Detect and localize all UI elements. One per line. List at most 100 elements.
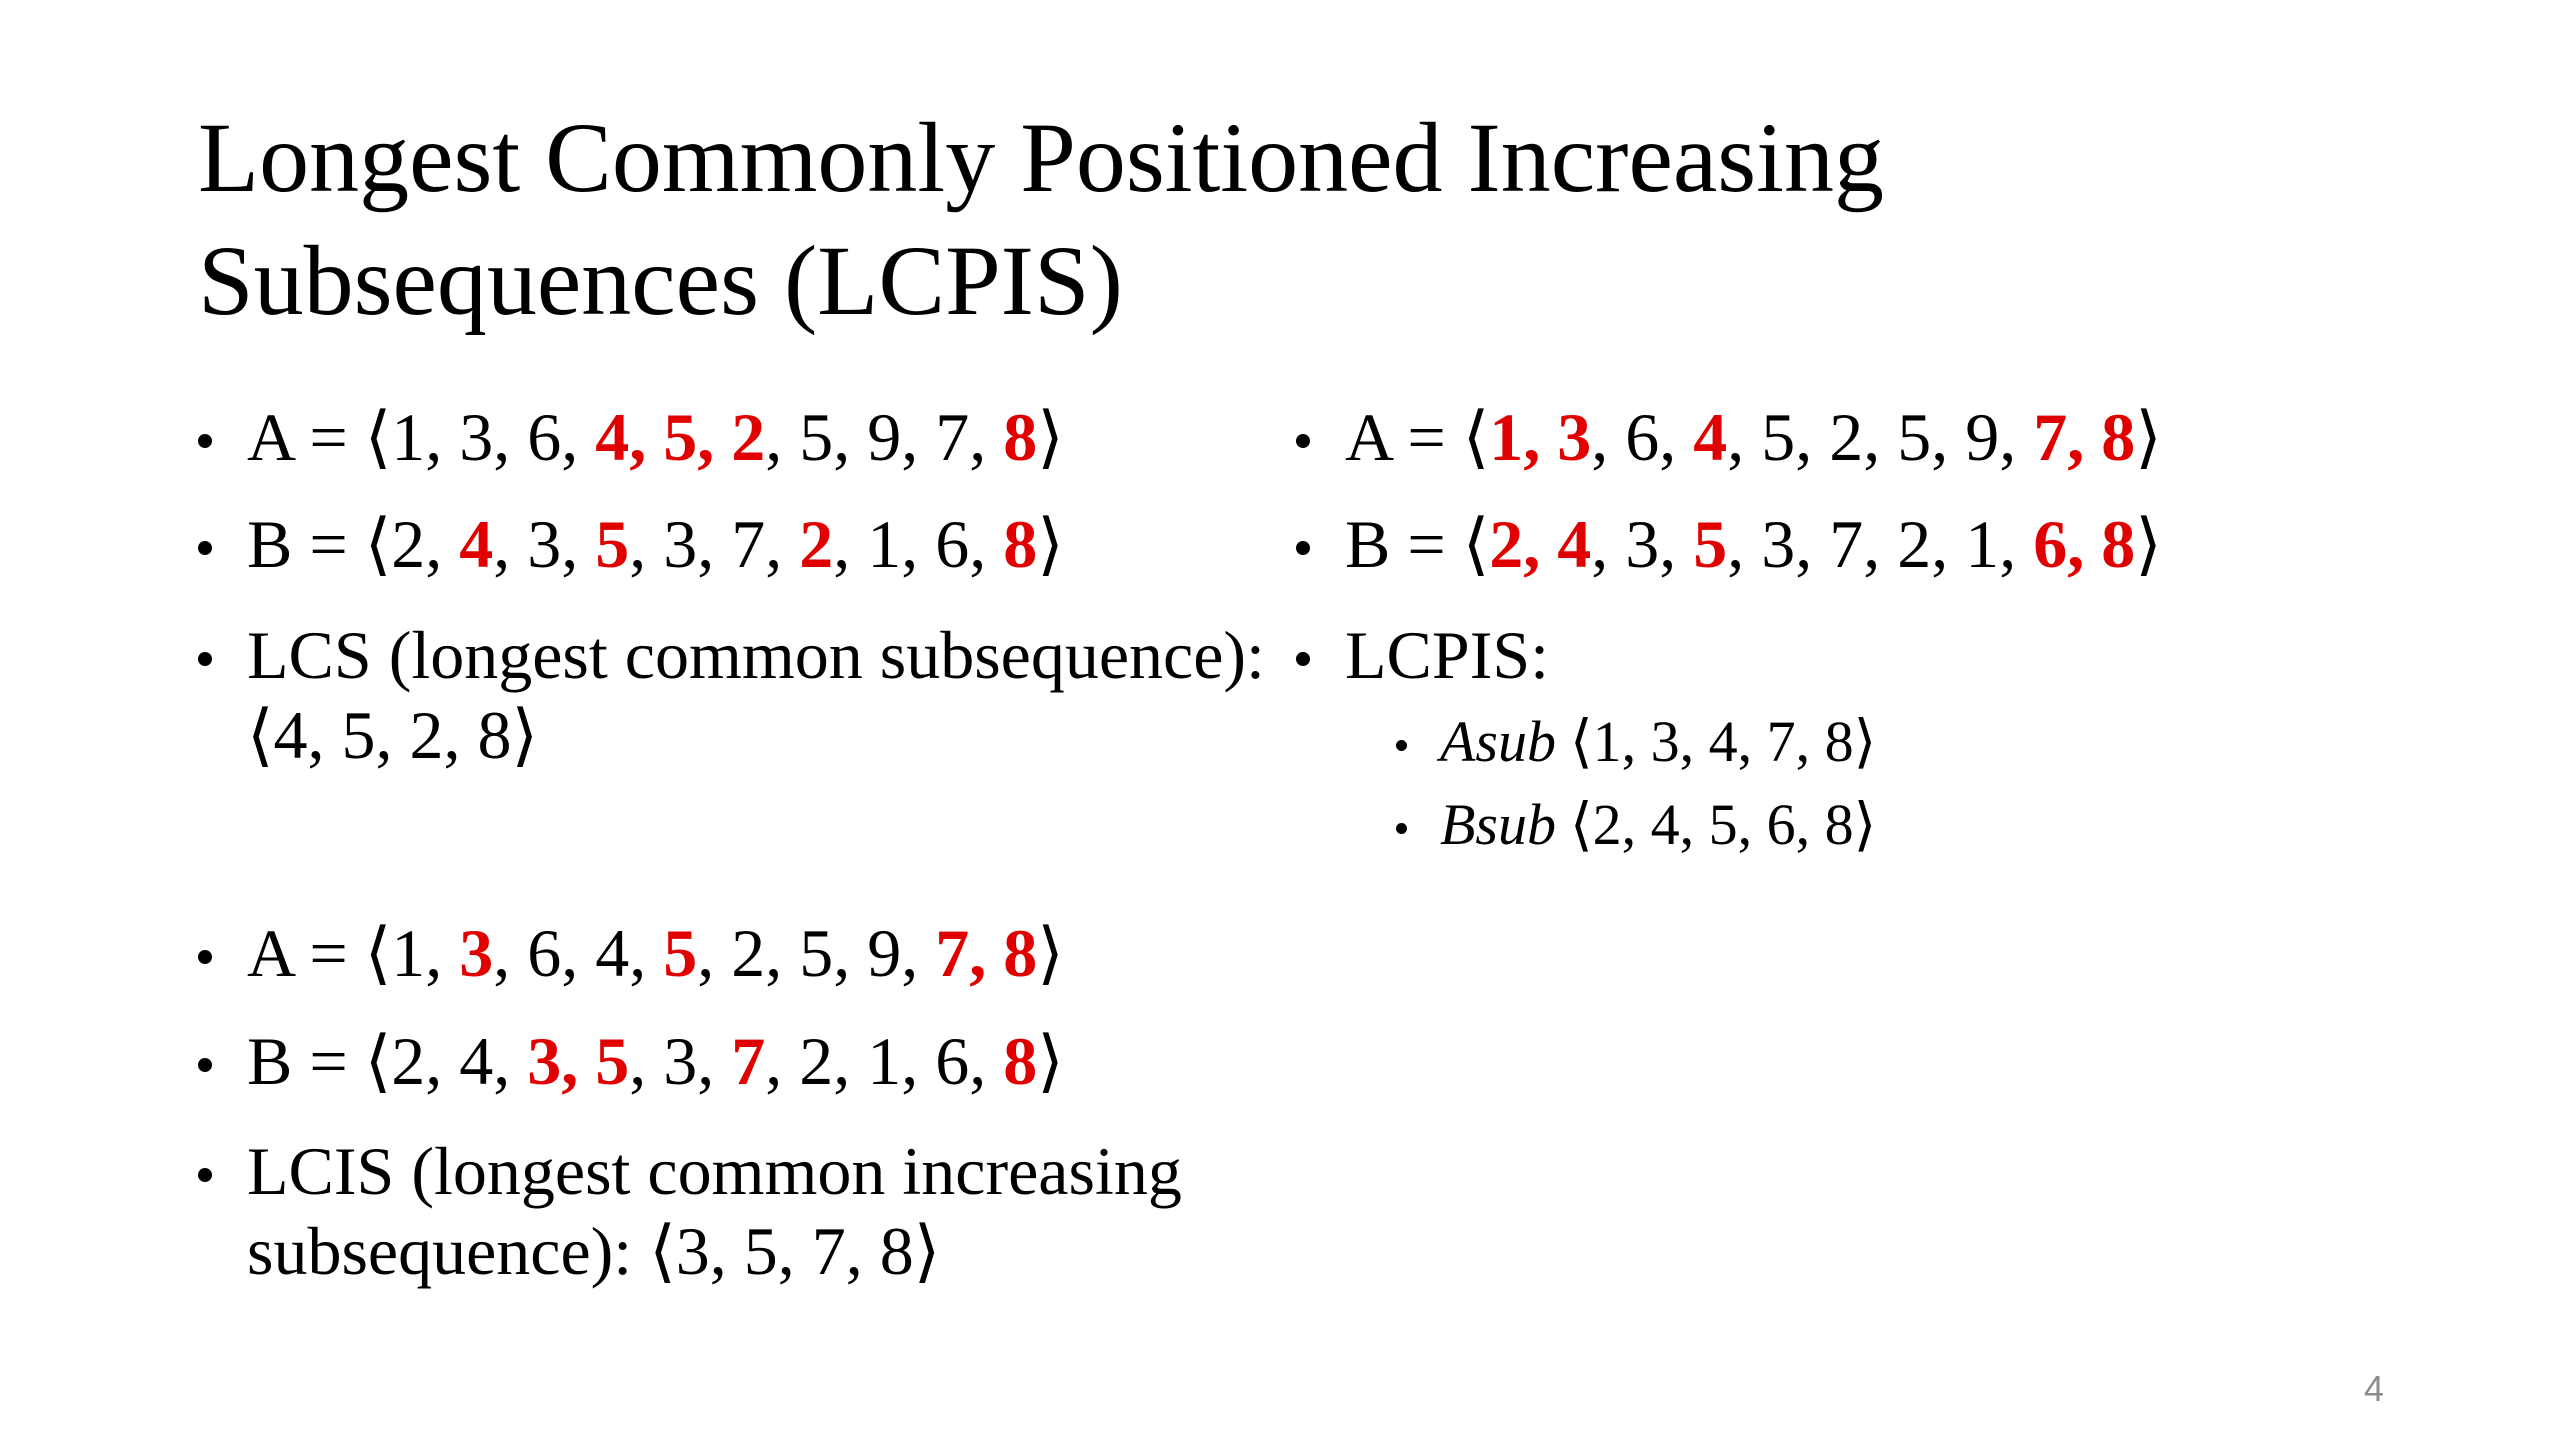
separator: , xyxy=(1591,399,1626,475)
separator: , xyxy=(969,506,1004,582)
sequence-item: 4 xyxy=(1557,506,1592,582)
sequence-item: 9 xyxy=(867,915,902,991)
sequence-suffix: ⟩ xyxy=(2135,399,2162,475)
separator: , xyxy=(561,1023,596,1099)
sequence-item: 7 xyxy=(731,1023,766,1099)
sequence-item: 8 xyxy=(1003,915,1038,991)
slide-title: Longest Commonly Positioned Increasing S… xyxy=(198,102,1884,336)
separator: , xyxy=(1523,399,1558,475)
sequence-item: 7 xyxy=(935,915,970,991)
bullet xyxy=(1396,822,1407,834)
sequence-prefix: B = ⟨ xyxy=(1345,506,1490,582)
sequence-item: 5 xyxy=(663,399,698,475)
sequence-item: 8 xyxy=(1003,399,1038,475)
sequence-line: A = ⟨1, 3, 6, 4, 5, 2, 5, 9, 7, 8⟩ xyxy=(247,397,1064,477)
bullet xyxy=(1296,434,1310,448)
separator: , xyxy=(1727,399,1762,475)
sub-sequence: ⟨1, 3, 4, 7, 8⟩ xyxy=(1570,709,1877,774)
sequence-item: 5 xyxy=(799,915,834,991)
sequence-item: 7 xyxy=(2033,399,2068,475)
sequence-item: 8 xyxy=(1003,506,1038,582)
separator: , xyxy=(1863,506,1898,582)
sequence-item: 3 xyxy=(1761,506,1796,582)
separator: , xyxy=(969,915,1004,991)
separator: , xyxy=(765,399,800,475)
separator: , xyxy=(493,506,528,582)
bullet xyxy=(198,652,212,666)
separator: , xyxy=(561,506,596,582)
result-text: LCIS (longest common increasing subseque… xyxy=(247,1133,1182,1289)
sub-item: Bsub ⟨2, 4, 5, 6, 8⟩ xyxy=(1440,790,1876,860)
sequence-item: 3 xyxy=(459,399,494,475)
separator: , xyxy=(969,399,1004,475)
sequence-item: 6 xyxy=(935,1023,970,1099)
sequence-item: 2 xyxy=(391,1023,426,1099)
sequence-item: 5 xyxy=(1897,399,1932,475)
sub-sequence: ⟨2, 4, 5, 6, 8⟩ xyxy=(1570,792,1877,857)
sequence-item: 7 xyxy=(935,399,970,475)
sequence-prefix: B = ⟨ xyxy=(247,506,392,582)
separator: , xyxy=(1659,399,1694,475)
result-text: LCPIS: xyxy=(1345,617,1550,693)
sequence-line: A = ⟨1, 3, 6, 4, 5, 2, 5, 9, 7, 8⟩ xyxy=(1345,397,2162,477)
separator: , xyxy=(833,915,868,991)
sequence-item: 1 xyxy=(391,399,426,475)
sequence-item: 4 xyxy=(459,506,494,582)
separator: , xyxy=(629,506,664,582)
separator: , xyxy=(697,399,732,475)
separator: , xyxy=(901,506,936,582)
separator: , xyxy=(493,1023,528,1099)
sequence-item: 2 xyxy=(731,915,766,991)
sequence-item: 3 xyxy=(1625,506,1660,582)
sequence-item: 6 xyxy=(2033,506,2068,582)
sequence-item: 1 xyxy=(867,506,902,582)
sequence-suffix: ⟩ xyxy=(1037,399,1064,475)
separator: , xyxy=(1659,506,1694,582)
bullet xyxy=(198,1058,212,1072)
sub-label: Bsub xyxy=(1440,792,1556,857)
bullet xyxy=(1396,739,1407,751)
sequence-item: 5 xyxy=(663,915,698,991)
sequence-suffix: ⟩ xyxy=(2135,506,2162,582)
bullet xyxy=(198,434,212,448)
separator: , xyxy=(1999,399,2034,475)
sequence-item: 3 xyxy=(1557,399,1592,475)
separator: , xyxy=(697,506,732,582)
sequence-line: A = ⟨1, 3, 6, 4, 5, 2, 5, 9, 7, 8⟩ xyxy=(247,913,1064,993)
separator: , xyxy=(425,1023,460,1099)
page-number: 4 xyxy=(2364,1368,2385,1409)
sequence-item: 2 xyxy=(391,506,426,582)
separator: , xyxy=(833,506,868,582)
sequence-item: 5 xyxy=(595,1023,630,1099)
separator: , xyxy=(629,1023,664,1099)
separator: , xyxy=(561,399,596,475)
bullet xyxy=(198,541,212,555)
separator: , xyxy=(901,1023,936,1099)
sequence-item: 9 xyxy=(1965,399,2000,475)
separator: , xyxy=(425,915,460,991)
separator: , xyxy=(629,915,664,991)
separator: , xyxy=(425,506,460,582)
separator: , xyxy=(765,915,800,991)
sequence-prefix: A = ⟨ xyxy=(1345,399,1490,475)
separator: , xyxy=(2067,506,2102,582)
sequence-item: 4 xyxy=(595,399,630,475)
separator: , xyxy=(833,399,868,475)
separator: , xyxy=(561,915,596,991)
sequence-item: 1 xyxy=(1965,506,2000,582)
result-text: LCS (longest common subsequence): ⟨4, 5,… xyxy=(247,617,1265,773)
sequence-item: 4 xyxy=(459,1023,494,1099)
separator: , xyxy=(493,915,528,991)
sequence-item: 6 xyxy=(1625,399,1660,475)
sequence-item: 8 xyxy=(2101,506,2136,582)
separator: , xyxy=(833,1023,868,1099)
sequence-prefix: A = ⟨ xyxy=(247,399,392,475)
sequence-item: 6 xyxy=(527,399,562,475)
separator: , xyxy=(901,399,936,475)
sequence-item: 2 xyxy=(1897,506,1932,582)
sub-label: Asub xyxy=(1440,709,1556,774)
bullet xyxy=(198,950,212,964)
sequence-item: 2 xyxy=(1489,506,1524,582)
sequence-item: 3 xyxy=(527,506,562,582)
